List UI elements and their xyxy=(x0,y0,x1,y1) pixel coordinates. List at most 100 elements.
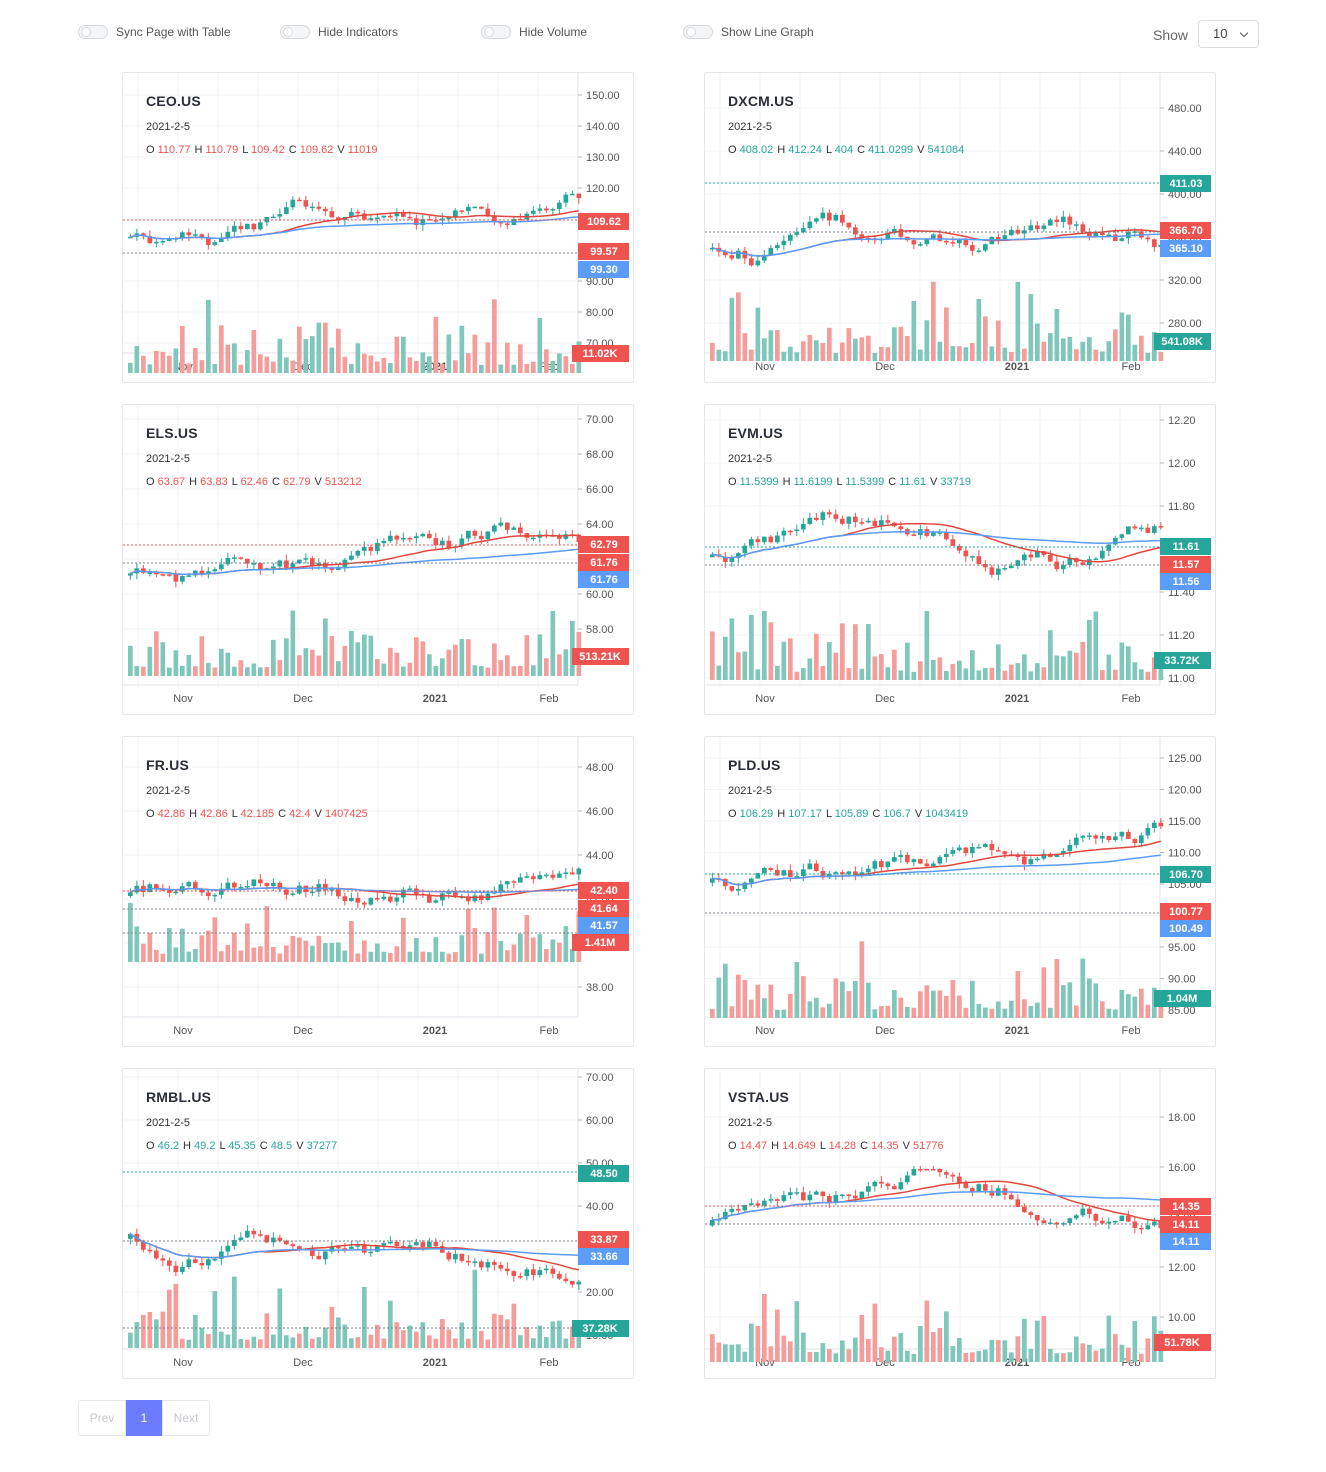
x-tick-label: 2021 xyxy=(423,693,447,705)
volume-label-bg xyxy=(1154,1334,1211,1351)
ohlc-key: C xyxy=(857,144,869,156)
price-label: 33.87 xyxy=(590,1234,618,1246)
candlestick-chart[interactable]: 48.0046.0044.0042.0040.0038.00NovDec2021… xyxy=(123,737,635,1048)
toggle-switch[interactable] xyxy=(78,25,108,39)
hide-indicators-toggle[interactable]: Hide Indicators xyxy=(280,24,398,40)
ohlc-value-v: 1043419 xyxy=(925,808,969,820)
y-tick-label: 12.00 xyxy=(1168,1262,1196,1274)
price-label: 411.03 xyxy=(1169,178,1202,190)
y-tick-label: 120.00 xyxy=(586,183,620,195)
toggle-label: Hide Volume xyxy=(519,25,588,39)
candlestick-chart[interactable]: 125.00120.00115.00110.00105.00100.0095.0… xyxy=(705,737,1217,1048)
volume-label-bg xyxy=(572,345,629,362)
ohlc-value-c: 42.4 xyxy=(289,808,311,820)
chart-symbol: VSTA.US xyxy=(728,1089,790,1105)
x-tick-label: Feb xyxy=(1122,361,1141,373)
price-label-bg xyxy=(578,213,629,230)
x-tick-label: Feb xyxy=(540,693,559,705)
chart-symbol: FR.US xyxy=(146,757,189,773)
price-label: 61.76 xyxy=(590,557,618,569)
price-label: 48.50 xyxy=(590,1168,618,1180)
x-tick-label: Feb xyxy=(1122,693,1141,705)
ohlc-value-c: 109.62 xyxy=(299,144,334,156)
price-label-bg xyxy=(578,554,629,571)
y-tick-label: 70.00 xyxy=(586,414,614,426)
show-line-graph-toggle[interactable]: Show Line Graph xyxy=(683,24,814,40)
next-page-button[interactable]: Next xyxy=(162,1400,210,1436)
chart-symbol: RMBL.US xyxy=(146,1089,212,1105)
current-page-button[interactable]: 1 xyxy=(126,1400,162,1436)
stock-chart-card[interactable]: 150.00140.00130.00120.00110.00100.0090.0… xyxy=(122,72,634,383)
toggle-switch[interactable] xyxy=(683,25,713,39)
prev-page-button[interactable]: Prev xyxy=(78,1400,126,1436)
ohlc-legend: O 14.47 H 14.649 L 14.28 C 14.35 V 51776 xyxy=(728,1140,948,1152)
candlestick-chart[interactable]: 150.00140.00130.00120.00110.00100.0090.0… xyxy=(123,73,635,384)
ohlc-key: C xyxy=(860,1140,872,1152)
candlestick-chart[interactable]: 18.0016.0014.0012.0010.00NovDec2021Feb14… xyxy=(705,1069,1217,1380)
x-tick-label: Nov xyxy=(755,361,775,373)
ohlc-value-l: 45.35 xyxy=(228,1140,256,1152)
sma-slow-line xyxy=(712,854,1161,886)
ohlc-value-h: 14.649 xyxy=(782,1140,816,1152)
x-tick-label: 2021 xyxy=(1005,361,1029,373)
stock-chart-card[interactable]: 480.00440.00400.00360.00320.00280.00NovD… xyxy=(704,72,1216,383)
price-label: 365.10 xyxy=(1169,243,1203,255)
hide-volume-toggle[interactable]: Hide Volume xyxy=(481,24,587,40)
x-tick-label: Nov xyxy=(755,693,775,705)
price-label: 14.11 xyxy=(1173,1236,1200,1248)
ohlc-value-v: 51776 xyxy=(913,1140,944,1152)
volume-bars xyxy=(710,1293,1164,1362)
sma-slow-line xyxy=(129,1233,579,1259)
y-tick-label: 12.20 xyxy=(1168,415,1196,427)
ohlc-value-h: 107.17 xyxy=(788,808,822,820)
sma-slow-line xyxy=(130,548,579,576)
price-label-bg xyxy=(1160,920,1211,937)
stock-chart-card[interactable]: 12.2012.0011.8011.6011.4011.2011.00NovDe… xyxy=(704,404,1216,715)
ohlc-legend: O 46.2 H 49.2 L 45.35 C 48.5 V 37277 xyxy=(146,1140,341,1152)
price-label: 41.64 xyxy=(590,903,618,915)
ohlc-value-h: 11.6199 xyxy=(793,476,833,488)
candlestick-chart[interactable]: 70.0068.0066.0064.0062.0060.0058.00NovDe… xyxy=(123,405,635,716)
page-size-select[interactable]: 10 xyxy=(1198,20,1259,48)
ohlc-key: O xyxy=(728,144,740,156)
volume-label: 51.78K xyxy=(1164,1337,1200,1349)
stock-chart-card[interactable]: 70.0068.0066.0064.0062.0060.0058.00NovDe… xyxy=(122,404,634,715)
stock-chart-card[interactable]: 125.00120.00115.00110.00105.00100.0095.0… xyxy=(704,736,1216,1047)
ohlc-key: V xyxy=(296,1140,307,1152)
candles xyxy=(128,1225,582,1291)
toggle-switch[interactable] xyxy=(481,25,511,39)
toggle-switch[interactable] xyxy=(280,25,310,39)
candlestick-chart[interactable]: 70.0060.0050.0040.0030.0020.0010.00NovDe… xyxy=(123,1069,635,1380)
volume-bars xyxy=(128,610,582,676)
candlestick-chart[interactable]: 12.2012.0011.8011.6011.4011.2011.00NovDe… xyxy=(705,405,1217,716)
price-label-bg xyxy=(578,243,629,260)
chart-symbol: EVM.US xyxy=(728,425,783,441)
page-size-value: 10 xyxy=(1213,26,1228,41)
stock-chart-card[interactable]: 70.0060.0050.0040.0030.0020.0010.00NovDe… xyxy=(122,1068,634,1379)
sync-page-toggle[interactable]: Sync Page with Table xyxy=(78,24,231,40)
ohlc-value-h: 49.2 xyxy=(194,1140,216,1152)
stock-chart-card[interactable]: 48.0046.0044.0042.0040.0038.00NovDec2021… xyxy=(122,736,634,1047)
chart-date: 2021-2-5 xyxy=(728,453,773,465)
y-tick-label: 64.00 xyxy=(586,519,614,531)
ohlc-key: O xyxy=(146,1140,158,1152)
ohlc-value-l: 404 xyxy=(834,144,854,156)
volume-label-bg xyxy=(1154,652,1211,669)
stock-chart-card[interactable]: 18.0016.0014.0012.0010.00NovDec2021Feb14… xyxy=(704,1068,1216,1379)
ohlc-key: H xyxy=(782,476,794,488)
ohlc-value-c: 11.61 xyxy=(899,476,926,488)
x-tick-label: Dec xyxy=(293,693,313,705)
ohlc-value-l: 42.185 xyxy=(240,808,275,820)
ohlc-key: L xyxy=(242,144,252,156)
y-tick-label: 16.00 xyxy=(1168,1162,1196,1174)
y-tick-label: 44.00 xyxy=(586,850,614,862)
ohlc-key: O xyxy=(728,1140,740,1152)
y-tick-label: 48.00 xyxy=(586,762,614,774)
grid xyxy=(705,73,1160,353)
price-label: 11.57 xyxy=(1173,559,1200,571)
grid xyxy=(123,73,578,353)
chart-date: 2021-2-5 xyxy=(146,453,191,465)
y-tick-label: 46.00 xyxy=(586,806,614,818)
candlestick-chart[interactable]: 480.00440.00400.00360.00320.00280.00NovD… xyxy=(705,73,1217,384)
volume-bars xyxy=(128,1269,582,1348)
